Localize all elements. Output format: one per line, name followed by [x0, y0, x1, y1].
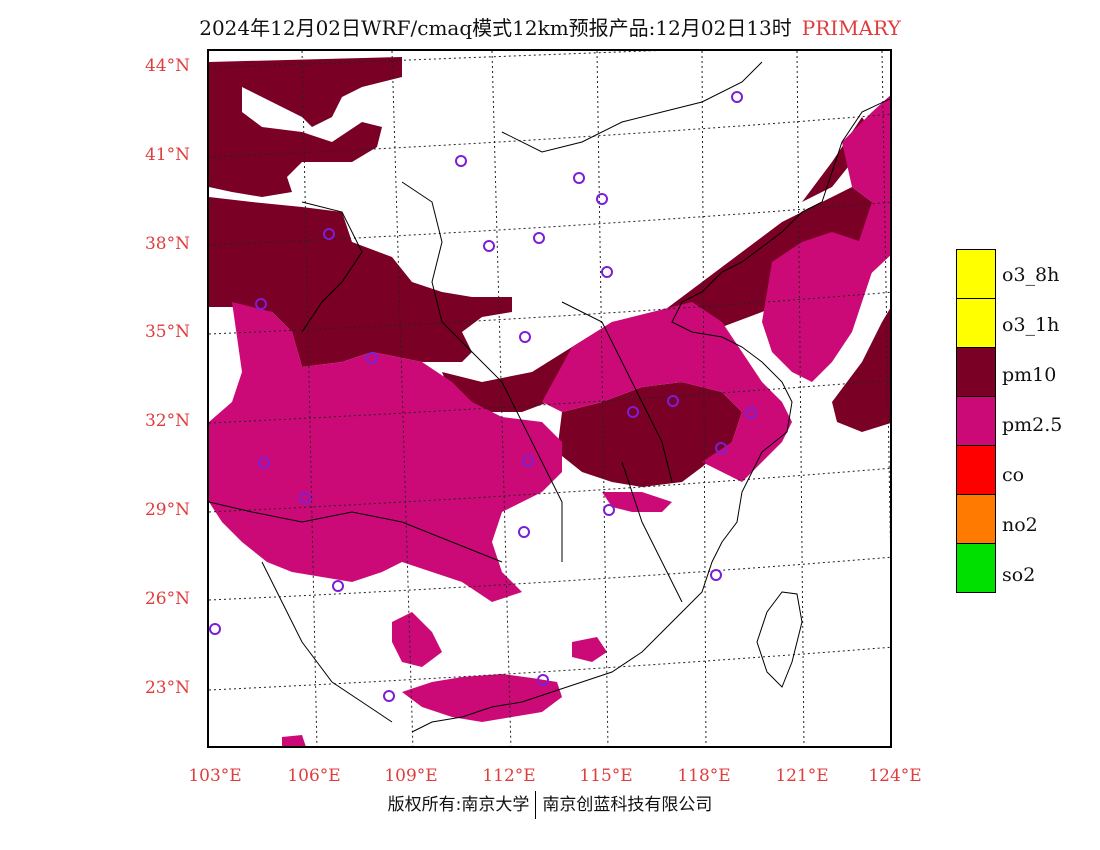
- legend-label-pm10: pm10: [1002, 364, 1057, 386]
- map-panel[interactable]: [207, 49, 892, 748]
- pm25-guangdong-region: [402, 674, 562, 722]
- pm25-hunan-spot: [572, 637, 607, 662]
- lon-line-109: [391, 51, 414, 746]
- lat-label-44: 44°N: [144, 56, 190, 76]
- pm10-yellowsea-region: [832, 308, 890, 432]
- pm10-coastal-band: [442, 187, 882, 412]
- city-marker[interactable]: [455, 155, 467, 167]
- city-marker[interactable]: [258, 457, 270, 469]
- province-border-6: [621, 461, 683, 603]
- copyright-left: 版权所有:南京大学: [387, 795, 530, 815]
- footer-separator: [535, 791, 537, 819]
- pm25-regions: [209, 95, 890, 746]
- pm25-sichuan-region: [209, 302, 562, 602]
- lon-label-106: 106°E: [287, 766, 341, 786]
- lat-label-38: 38°N: [144, 234, 190, 254]
- legend-swatch-pm10: [956, 347, 996, 396]
- city-marker[interactable]: [667, 395, 679, 407]
- legend: [956, 249, 996, 593]
- lat-label-23: 23°N: [144, 678, 190, 698]
- province-border-2: [401, 181, 563, 562]
- copyright-footer: 版权所有:南京大学 南京创蓝科技有限公司: [0, 790, 1100, 819]
- pm25-jianghuai-region: [542, 302, 792, 482]
- city-marker[interactable]: [537, 674, 549, 686]
- lat-label-41: 41°N: [144, 145, 190, 165]
- lon-label-115: 115°E: [579, 766, 633, 786]
- city-marker[interactable]: [522, 455, 534, 467]
- lat-label-29: 29°N: [144, 500, 190, 520]
- map-title: 2024年12月02日WRF/cmaq模式12km预报产品:12月02日13时 P…: [0, 12, 1100, 41]
- legend-label-co: co: [1002, 464, 1025, 486]
- pm10-north-region: [209, 57, 402, 197]
- city-marker[interactable]: [710, 569, 722, 581]
- lat-label-26: 26°N: [144, 589, 190, 609]
- lon-label-112: 112°E: [482, 766, 536, 786]
- legend-swatch-no2: [956, 494, 996, 543]
- taiwan-outline: [756, 591, 803, 688]
- city-markers: [209, 91, 757, 702]
- lon-label-118: 118°E: [677, 766, 731, 786]
- lon-line-106: [301, 51, 318, 746]
- city-marker[interactable]: [603, 504, 615, 516]
- city-marker[interactable]: [332, 580, 344, 592]
- legend-swatch-pm25: [956, 396, 996, 445]
- pm10-yangtze-region: [557, 382, 742, 487]
- lon-label-121: 121°E: [775, 766, 829, 786]
- legend-label-o3-1h: o3_1h: [1002, 314, 1060, 336]
- lon-label-109: 109°E: [384, 766, 438, 786]
- lon-line-118: [701, 51, 707, 746]
- province-border-7: [261, 561, 393, 723]
- pm25-fujian-region: [602, 492, 672, 512]
- graticule: [209, 51, 890, 746]
- lon-label-124: 124°E: [868, 766, 922, 786]
- city-marker[interactable]: [299, 492, 311, 504]
- city-marker[interactable]: [745, 407, 757, 419]
- legend-swatch-co: [956, 445, 996, 494]
- pm25-yunnan-spot: [282, 735, 306, 746]
- lon-label-103: 103°E: [188, 766, 242, 786]
- lon-line-115: [596, 51, 609, 746]
- city-marker[interactable]: [519, 331, 531, 343]
- city-marker[interactable]: [255, 298, 267, 310]
- copyright-right: 南京创蓝科技有限公司: [542, 795, 713, 815]
- province-border-3: [561, 301, 673, 483]
- city-marker[interactable]: [483, 240, 495, 252]
- legend-label-no2: no2: [1002, 514, 1038, 536]
- city-marker[interactable]: [383, 690, 395, 702]
- legend-swatch-o3-1h: [956, 298, 996, 347]
- lat-label-32: 32°N: [144, 411, 190, 431]
- pm25-shandong-bohai-region: [762, 232, 872, 382]
- coastline: [411, 98, 890, 733]
- legend-swatch-so2: [956, 543, 996, 593]
- legend-label-o3-8h: o3_8h: [1002, 264, 1060, 286]
- primary-tag: PRIMARY: [801, 16, 901, 40]
- city-marker[interactable]: [627, 406, 639, 418]
- city-marker[interactable]: [573, 172, 585, 184]
- borders: [209, 61, 890, 733]
- pm25-guangxi-region: [392, 612, 442, 667]
- legend-label-so2: so2: [1002, 564, 1036, 586]
- map-title-main: 2024年12月02日WRF/cmaq模式12km预报产品:12月02日13时: [199, 16, 792, 40]
- province-border-5: [501, 61, 763, 153]
- province-border-4: [209, 501, 503, 563]
- city-marker[interactable]: [533, 232, 545, 244]
- lat-label-35: 35°N: [144, 322, 190, 342]
- city-marker[interactable]: [601, 266, 613, 278]
- city-marker[interactable]: [209, 623, 221, 635]
- city-marker[interactable]: [366, 352, 378, 364]
- city-marker[interactable]: [518, 526, 530, 538]
- legend-swatch-o3-8h: [956, 249, 996, 298]
- lon-line-124: [881, 51, 890, 547]
- lon-line-121: [796, 51, 805, 746]
- legend-label-pm25: pm2.5: [1002, 414, 1063, 436]
- city-marker[interactable]: [715, 442, 727, 454]
- city-marker[interactable]: [731, 91, 743, 103]
- pm25-northeast-coast-region: [842, 95, 890, 282]
- pollution-map: [209, 51, 890, 746]
- pm10-loess-region: [209, 197, 512, 367]
- province-border-1: [301, 201, 363, 333]
- lon-line-112: [491, 51, 512, 746]
- city-marker[interactable]: [596, 193, 608, 205]
- city-marker[interactable]: [323, 228, 335, 240]
